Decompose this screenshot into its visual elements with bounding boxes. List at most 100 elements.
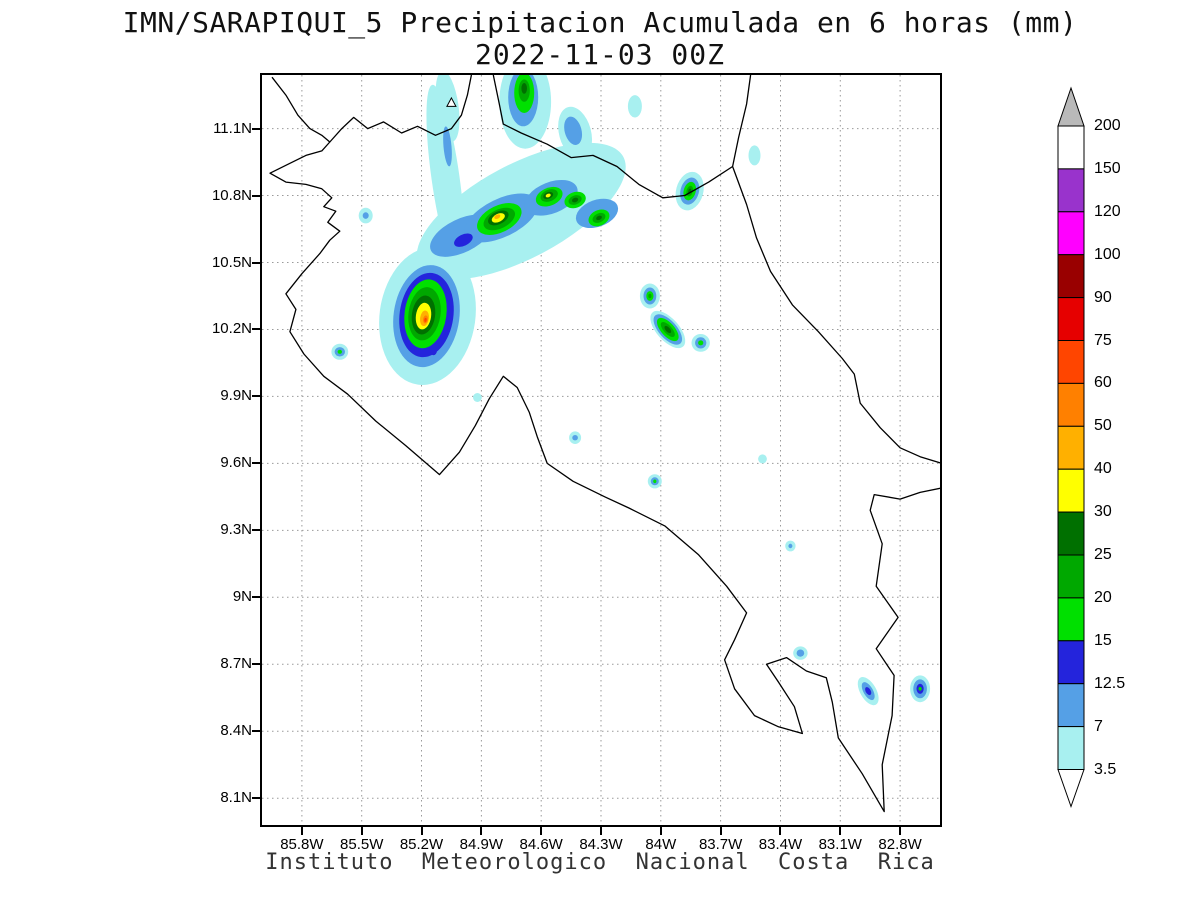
y-axis-tick (252, 663, 260, 666)
colorbar-tick-label: 120 (1094, 202, 1121, 220)
precip-contour-15mm (337, 349, 342, 354)
colorbar-tick-label: 7 (1094, 717, 1103, 735)
x-axis-tick (420, 827, 423, 835)
x-axis-tick (779, 827, 782, 835)
y-axis-tick-label: 8.7N (220, 655, 252, 673)
colorbar-tick-label: 150 (1094, 159, 1121, 177)
colorbar-tick-label: 60 (1094, 374, 1112, 392)
coastline (731, 74, 943, 465)
y-axis-tick (252, 127, 260, 130)
y-axis-tick-label: 10.8N (211, 186, 252, 204)
precip-contour-60mm (424, 317, 427, 322)
colorbar-segment (1057, 597, 1085, 642)
x-axis-tick-label: 83.1W (818, 836, 862, 853)
x-axis-tick-label: 84W (645, 836, 677, 853)
colorbar-segment (1057, 425, 1085, 470)
colorbar-tick-label: 30 (1094, 503, 1112, 521)
precip-contour-15mm (653, 479, 657, 484)
precip-contour-7mm (443, 126, 452, 167)
y-axis-tick-label: 10.2N (211, 320, 252, 338)
colorbar-tick-label: 20 (1094, 588, 1112, 606)
y-axis-tick (252, 462, 260, 465)
x-axis-tick-label: 83.4W (758, 836, 803, 853)
colorbar-segment (1057, 683, 1085, 728)
x-axis-tick-label: 83.7W (698, 836, 743, 853)
y-axis-tick (252, 328, 260, 331)
precip-contour-15mm (918, 687, 922, 691)
colorbar-tick-label: 15 (1094, 631, 1112, 649)
x-axis-tick (839, 827, 842, 835)
y-axis-tick-label: 10.5N (211, 253, 252, 271)
y-axis-tick-label: 8.4N (220, 722, 252, 740)
colorbar-tick-label: 90 (1094, 288, 1112, 306)
y-axis-tick-label: 9.9N (220, 387, 252, 405)
x-axis-tick (659, 827, 662, 835)
precip-contour-20mm (648, 293, 652, 299)
colorbar-tick-label: 12.5 (1094, 674, 1126, 692)
x-axis-tick-label: 85.8W (280, 836, 324, 853)
colorbar-segment (1057, 554, 1085, 599)
y-axis-tick (252, 529, 260, 532)
precip-contour-12.5mm (430, 346, 437, 356)
colorbar-segment (1057, 511, 1085, 556)
x-axis-tick-label: 84.6W (519, 836, 563, 853)
precip-contour-7mm (788, 543, 793, 549)
chart-subtitle-date: 2022-11-03 00Z (474, 38, 725, 71)
x-axis-tick (300, 827, 303, 835)
y-axis-tick-label: 9N (232, 588, 252, 606)
precip-contour-7mm (796, 649, 805, 657)
precip-contour-40mm (494, 214, 501, 219)
y-axis-tick (252, 261, 260, 264)
colorbar-segment (1057, 168, 1085, 213)
map-canvas (262, 54, 943, 825)
colorbar-segment (1057, 340, 1085, 384)
colorbar-segment (1057, 211, 1085, 256)
chart-title: IMN/SARAPIQUI_5 Precipitacion Acumulada … (122, 6, 1078, 39)
y-axis-tick (252, 194, 260, 197)
colorbar-segment (1057, 468, 1085, 513)
precip-contour-12.5mm (454, 233, 473, 247)
x-axis-tick (719, 827, 722, 835)
y-axis-tick-label: 8.1N (220, 789, 252, 807)
colorbar-tick-label: 3.5 (1094, 760, 1117, 778)
colorbar-tick-label: 100 (1094, 245, 1121, 263)
precip-contour-25mm (664, 325, 672, 334)
colorbar-segment (1057, 382, 1085, 427)
coastline (269, 76, 943, 813)
precip-contour-15mm (698, 340, 704, 346)
y-axis-tick (252, 797, 260, 800)
precip-contour-7mm (362, 212, 369, 219)
precip-contour-3.5mm (473, 393, 482, 402)
x-axis-tick (480, 827, 483, 835)
y-axis-tick (252, 596, 260, 599)
y-axis-tick-label: 9.6N (220, 454, 252, 472)
precipitation-colorbar (1056, 86, 1090, 826)
precip-contour-3.5mm (758, 454, 767, 464)
colorbar-tick-label: 25 (1094, 546, 1112, 563)
colorbar-segment (1057, 640, 1085, 685)
colorbar-svg (1057, 86, 1085, 809)
colorbar-segment (1057, 726, 1085, 770)
x-axis-tick (600, 827, 602, 835)
coastline (329, 74, 473, 143)
station-marker-icon (446, 96, 457, 107)
y-axis-tick-label: 9.3N (220, 521, 252, 539)
precip-contour-7mm (572, 435, 578, 441)
x-axis-tick-label: 82.8W (878, 836, 922, 853)
y-axis-tick (252, 730, 260, 733)
colorbar-tick-label: 40 (1094, 460, 1112, 478)
x-axis-tick-label: 85.2W (399, 836, 444, 853)
precip-contour-3.5mm (627, 95, 642, 118)
precip-contour-7mm (564, 116, 583, 145)
y-axis-tick-label: 11.1N (213, 119, 252, 137)
precip-contour-25mm (521, 83, 527, 94)
colorbar-tick-label: 75 (1094, 331, 1112, 349)
colorbar-tick-label: 200 (1094, 117, 1121, 134)
map-plot-frame (260, 54, 943, 827)
x-axis-tick (360, 827, 363, 835)
coastline (492, 74, 733, 199)
precip-contour-12.5mm (865, 687, 872, 696)
precip-contour-30mm (545, 193, 551, 198)
colorbar-arrow-bottom (1057, 769, 1085, 809)
